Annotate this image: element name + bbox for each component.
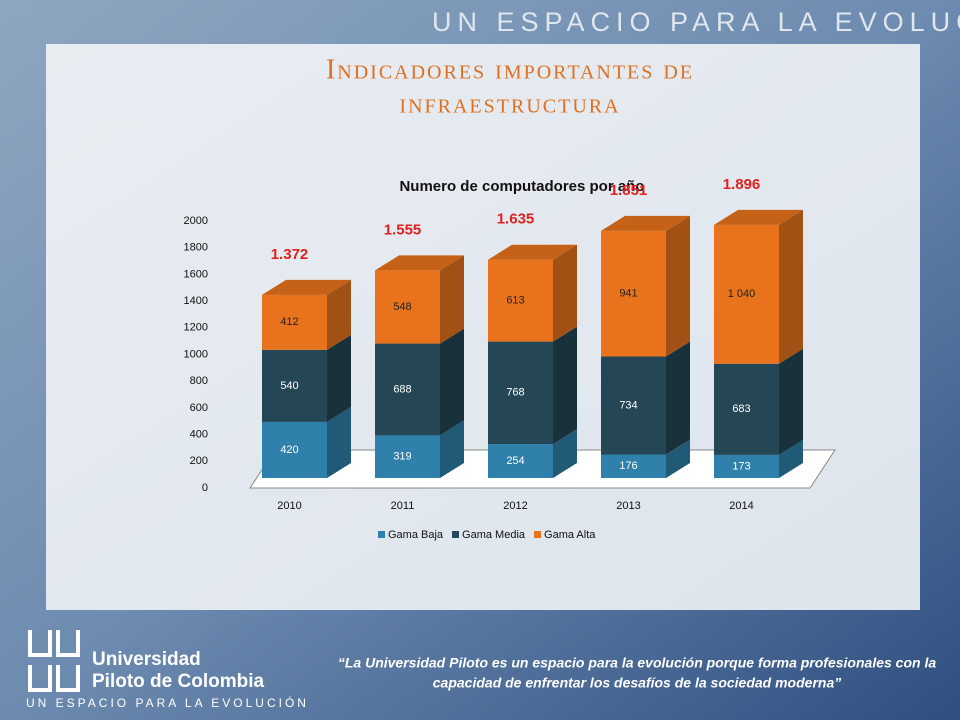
y-tick-label: 800 xyxy=(190,375,208,387)
bar xyxy=(601,356,666,455)
y-tick-label: 0 xyxy=(202,482,208,494)
bar-side xyxy=(779,439,803,478)
legend-swatch xyxy=(534,531,542,538)
university-name: Universidad xyxy=(92,649,201,670)
university-name: Piloto de Colombia xyxy=(92,671,264,692)
legend-swatch xyxy=(378,531,385,538)
bar-top xyxy=(601,215,690,231)
y-tick-label: 2000 xyxy=(184,215,208,227)
bar-top xyxy=(714,209,803,225)
bar xyxy=(714,224,779,364)
bar-top xyxy=(488,244,577,260)
total-label: 1.896 xyxy=(723,176,761,193)
bar-side xyxy=(440,328,464,436)
y-tick-label: 400 xyxy=(190,429,208,441)
y-tick-label: 1600 xyxy=(184,268,208,280)
bar xyxy=(262,421,327,478)
total-label: 1.555 xyxy=(384,221,422,238)
y-tick-label: 1000 xyxy=(184,348,208,360)
data-label: 540 xyxy=(280,380,298,392)
x-tick-label: 2013 xyxy=(616,500,640,512)
slide-title: infraestructura xyxy=(399,88,620,119)
data-label: 176 xyxy=(619,460,637,472)
y-tick-label: 600 xyxy=(190,402,208,414)
x-tick-label: 2012 xyxy=(503,500,527,512)
data-label: 319 xyxy=(393,451,411,463)
bar xyxy=(375,435,440,478)
data-label: 548 xyxy=(393,301,411,313)
y-tick-label: 200 xyxy=(190,455,208,467)
bar-side xyxy=(327,334,351,422)
bar xyxy=(714,454,779,478)
bar-side xyxy=(666,439,690,478)
y-tick-label: 1400 xyxy=(184,295,208,307)
total-label: 1.372 xyxy=(271,246,309,263)
bar xyxy=(375,343,440,436)
slide-title: Indicadores importantes de xyxy=(326,54,694,85)
bar-side xyxy=(779,348,803,455)
bar-top xyxy=(375,255,464,271)
x-tick-label: 2010 xyxy=(277,500,301,512)
bar xyxy=(488,259,553,342)
quote: “La Universidad Piloto es un espacio par… xyxy=(338,655,936,671)
chart: 0 200 400 600 800 1000 1200 1400 1600 1800 2000 201… xyxy=(184,176,803,541)
bar xyxy=(488,341,553,445)
bar-side xyxy=(440,255,464,344)
data-label: 613 xyxy=(506,295,524,307)
bar-side xyxy=(553,326,577,445)
bar-side xyxy=(666,341,690,455)
bar-side xyxy=(553,244,577,342)
legend-swatch xyxy=(452,531,460,538)
bar xyxy=(714,363,779,455)
header-tagline: UN ESPACIO PARA LA EVOLUCIÓN xyxy=(432,6,960,37)
data-label: 768 xyxy=(506,387,524,399)
bar-side xyxy=(779,209,803,364)
data-label: 688 xyxy=(393,383,411,395)
legend-label: Gama Alta xyxy=(544,529,596,541)
data-label: 420 xyxy=(280,444,298,456)
legend-label: Gama Media xyxy=(462,529,526,541)
data-label: 683 xyxy=(732,403,750,415)
footer-tagline: UN ESPACIO PARA LA EVOLUCIÓN xyxy=(26,695,309,710)
bar xyxy=(601,454,666,478)
bar-side xyxy=(327,279,351,350)
bar-side xyxy=(440,420,464,478)
data-label: 254 xyxy=(506,455,524,467)
bar xyxy=(262,294,327,350)
bar xyxy=(262,349,327,422)
y-tick-label: 1800 xyxy=(184,242,208,254)
x-tick-label: 2011 xyxy=(391,500,415,512)
data-label: 412 xyxy=(280,316,298,328)
bar-side xyxy=(327,406,351,478)
legend-label: Gama Baja xyxy=(388,529,444,541)
chart-title: Numero de computadores por año xyxy=(399,178,644,195)
data-label: 1 040 xyxy=(728,288,756,300)
total-label: 1.851 xyxy=(610,182,648,199)
bar-top xyxy=(262,279,351,295)
bar xyxy=(601,230,666,357)
total-label: 1.635 xyxy=(497,211,535,228)
quote: capacidad de enfrentar los desafíos de l… xyxy=(433,675,841,691)
bar xyxy=(488,444,553,478)
x-tick-label: 2014 xyxy=(729,500,753,512)
data-label: 173 xyxy=(732,460,750,472)
data-label: 941 xyxy=(619,288,637,300)
y-tick-label: 1200 xyxy=(184,322,208,334)
data-label: 734 xyxy=(619,399,637,411)
logo xyxy=(28,630,80,692)
bar-side xyxy=(553,429,577,478)
bar xyxy=(375,270,440,344)
bar-side xyxy=(666,215,690,357)
